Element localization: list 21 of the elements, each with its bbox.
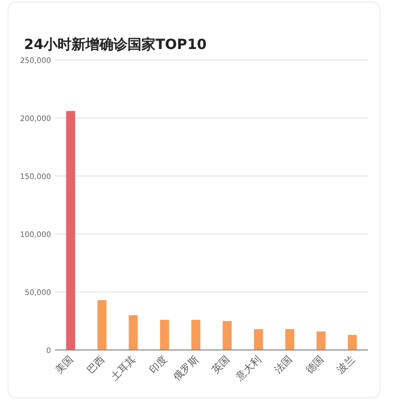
x-tick-label: 波兰 [334,354,358,376]
x-tick-label: 美国 [53,354,76,376]
bar [160,320,170,350]
x-tick-label: 印度 [147,354,170,376]
bar [348,334,357,350]
chart-title: 24小时新增确诊国家TOP10 [24,36,207,53]
bar [222,321,232,350]
x-tick-label: 土耳其 [108,354,138,384]
bar [128,315,138,350]
x-tick-label: 法国 [272,354,295,376]
bar [254,329,263,350]
bar [66,111,76,350]
bar [316,331,326,350]
x-tick-label: 巴西 [85,354,108,376]
x-tick-label: 俄罗斯 [171,354,201,384]
bar [191,320,200,350]
bar [285,329,294,350]
x-tick-label: 意大利 [233,354,264,384]
x-tick-label: 英国 [210,354,232,376]
bar [97,300,106,350]
x-tick-label: 德国 [304,354,326,376]
